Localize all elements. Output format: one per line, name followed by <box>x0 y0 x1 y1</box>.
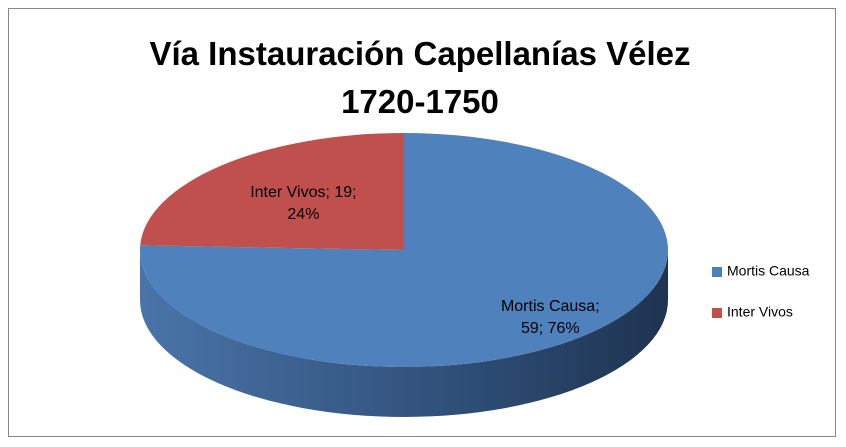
legend-label: Inter Vivos <box>727 304 793 320</box>
data-label: Mortis Causa; 59; 76% <box>500 297 600 337</box>
legend-swatch <box>712 308 722 318</box>
legend-label: Mortis Causa <box>727 263 810 279</box>
pie-side <box>140 250 668 417</box>
chart-title: Vía Instauración Capellanías Vélez 1720-… <box>149 35 691 120</box>
data-label: Inter Vivos; 19; 24% <box>250 183 357 223</box>
legend-swatch <box>712 267 722 277</box>
pie-slice <box>140 133 404 250</box>
pie-slice <box>140 133 669 367</box>
chart-border <box>8 8 836 437</box>
